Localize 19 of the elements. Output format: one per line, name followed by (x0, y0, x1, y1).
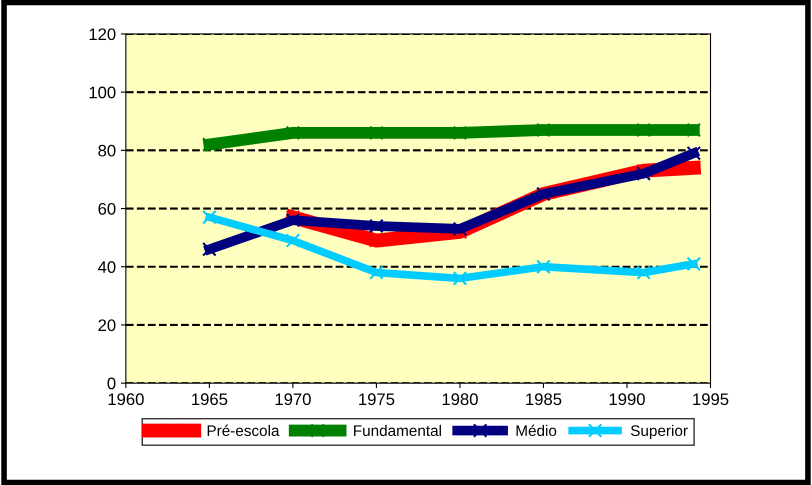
legend-label: Superior (630, 424, 688, 440)
x-tick-label: 1960 (108, 393, 144, 406)
y-tick-label: 100 (90, 86, 116, 98)
x-tick-label: 1975 (359, 393, 394, 406)
y-tick-label: 60 (98, 202, 116, 215)
y-tick-label: 0 (108, 378, 116, 390)
legend-label: Pré-escola (208, 424, 280, 436)
x-tick-label: 1995 (693, 393, 728, 406)
y-tick-label: 80 (98, 144, 116, 157)
x-tick-label: 1985 (526, 393, 562, 406)
x-tick-label: 1970 (276, 393, 311, 406)
legend-label: Médio (516, 424, 556, 436)
x-tick-label: 1980 (442, 393, 478, 406)
y-tick-label: 40 (98, 261, 116, 273)
legend-label: Fundamental (354, 424, 441, 436)
y-tick-label: 20 (98, 319, 116, 332)
x-tick-label: 1965 (192, 393, 228, 406)
y-tick-label: 120 (90, 28, 116, 40)
x-tick-label: 1990 (610, 393, 645, 406)
